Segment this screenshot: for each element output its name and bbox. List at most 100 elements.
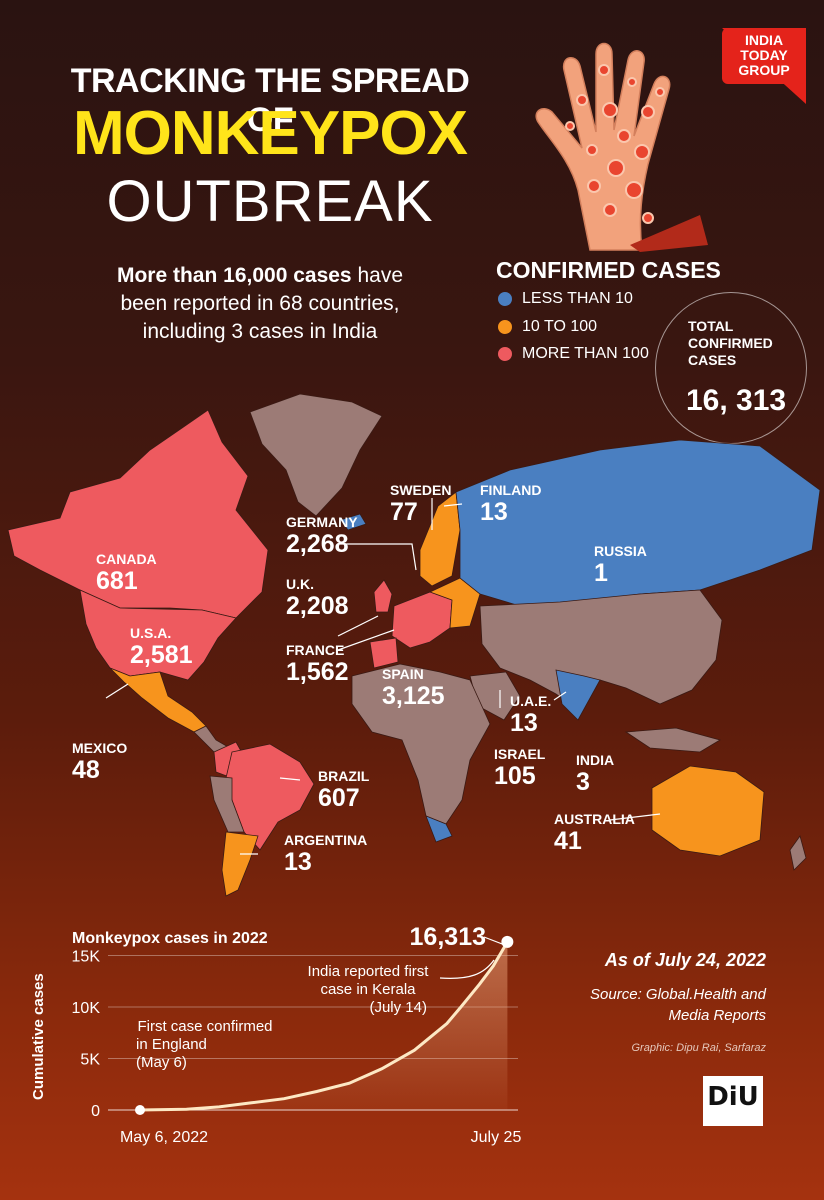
- x-tick-labels: May 6, 2022 July 25: [120, 1129, 521, 1146]
- map-south-africa: [425, 815, 453, 843]
- country-uae: U.A.E. 13: [510, 693, 551, 738]
- leader-lines: [105, 498, 661, 855]
- legend-dot-blue: [498, 292, 512, 306]
- country-name: SPAIN: [382, 666, 424, 682]
- country-cases: 681: [96, 567, 138, 595]
- kerala-leader: [439, 959, 495, 979]
- y-tick-labels: 0 5K 10K 15K: [72, 948, 101, 1120]
- country-usa: U.S.A. 2,581: [130, 625, 193, 670]
- map-iceland: [339, 513, 367, 531]
- country-cases: 13: [480, 498, 508, 526]
- subheading-rest: have: [351, 264, 403, 287]
- country-cases: 1,562: [286, 658, 349, 686]
- country-name: AUSTRALIA: [554, 811, 635, 827]
- subheading-bold: More than 16,000 cases: [116, 264, 352, 287]
- map-greenland: [249, 393, 383, 517]
- country-mexico: MEXICO 48: [72, 740, 127, 785]
- country-sweden: SWEDEN 77: [390, 482, 451, 527]
- legend-label: LESS THAN 10: [522, 290, 633, 307]
- headline-line3: OUTBREAK: [106, 169, 434, 234]
- map-uk: [373, 579, 393, 613]
- legend-dot-orange: [498, 320, 512, 334]
- legend-label: 10 TO 100: [522, 318, 598, 335]
- y-tick-label: 15K: [72, 948, 101, 965]
- annotation-line: First case confirmed: [137, 1018, 273, 1035]
- sleeve: [630, 215, 708, 252]
- legend-item-10-to-100: 10 TO 100: [498, 318, 597, 336]
- subheading: More than 16,000 cases have been reporte…: [90, 262, 430, 346]
- y-tick-label: 5K: [80, 1051, 100, 1068]
- country-cases: 2,581: [130, 641, 193, 669]
- country-france: FRANCE 1,562: [286, 642, 349, 687]
- map-india: [555, 669, 601, 721]
- map-usa: [79, 589, 237, 681]
- subheading-line2: been reported in 68 countries,: [120, 292, 400, 315]
- brand-logo-box: [722, 28, 806, 84]
- country-name: INDIA: [576, 752, 615, 768]
- diu-logo-text: DiU: [707, 1082, 759, 1112]
- country-germany: GERMANY 2,268: [286, 514, 358, 559]
- brand-text: INDIA TODAY GROUP: [738, 32, 790, 78]
- source: Source: Global.Health and Media Reports: [540, 984, 766, 1026]
- country-name: ISRAEL: [494, 746, 546, 762]
- source-line2: Media Reports: [668, 1007, 766, 1024]
- legend-item-less-than-10: LESS THAN 10: [498, 290, 633, 308]
- map-australia: [651, 765, 765, 857]
- country-spain: SPAIN 3,125: [382, 666, 445, 711]
- country-name: ARGENTINA: [284, 832, 368, 848]
- country-cases: 607: [318, 784, 360, 812]
- diu-logo: DiU: [703, 1076, 763, 1126]
- country-name: FRANCE: [286, 642, 345, 658]
- country-cases: 2,208: [286, 592, 349, 620]
- as-of-date: As of July 24, 2022: [604, 950, 766, 970]
- map-africa: [351, 663, 491, 825]
- country-cases: 77: [390, 498, 418, 526]
- chart-title: Monkeypox cases in 2022: [72, 930, 268, 947]
- map-iberia: [369, 637, 399, 669]
- graphic-credit: Graphic: Dipu Rai, Sarfaraz: [631, 1042, 767, 1054]
- map-argentina: [221, 831, 259, 897]
- headline-line2: MONKEYPOX: [72, 99, 468, 168]
- country-australia: AUSTRALIA 41: [554, 811, 635, 856]
- country-uk: U.K. 2,208: [286, 576, 349, 621]
- country-cases: 48: [72, 756, 100, 784]
- y-tick-label: 10K: [72, 1000, 101, 1017]
- country-finland: FINLAND 13: [480, 482, 541, 527]
- country-name: GERMANY: [286, 514, 358, 530]
- annotation-line: in England: [136, 1036, 207, 1053]
- country-cases: 105: [494, 762, 536, 790]
- country-cases: 41: [554, 827, 582, 855]
- country-canada: CANADA 681: [96, 551, 157, 596]
- cases-chart: 0 5K 10K 15K May 6, 2022 July 25 16,313: [72, 923, 522, 1146]
- total-value: 16, 313: [686, 384, 787, 417]
- country-name: BRAZIL: [318, 768, 370, 784]
- brand-logo: [722, 28, 806, 104]
- hand-illustration: [535, 42, 708, 252]
- country-cases: 13: [510, 709, 538, 737]
- rash-spots: [565, 64, 665, 224]
- country-name: RUSSIA: [594, 543, 647, 559]
- x-tick-label: July 25: [471, 1129, 522, 1146]
- country-name: U.K.: [286, 576, 314, 592]
- country-name: SWEDEN: [390, 482, 452, 498]
- country-cases: 3: [576, 768, 590, 796]
- map-mexico: [109, 667, 207, 733]
- country-cases: 3,125: [382, 682, 445, 710]
- country-argentina: ARGENTINA 13: [284, 832, 367, 877]
- source-line1: Source: Global.Health and: [590, 986, 766, 1003]
- map-asia: [479, 589, 723, 711]
- map-scandinavia: [419, 491, 461, 587]
- map-peru-bolivia: [209, 775, 245, 833]
- country-name: U.S.A.: [130, 625, 172, 641]
- country-cases: 1: [594, 559, 608, 587]
- total-label-line1: TOTAL: [688, 318, 734, 334]
- country-brazil: BRAZIL 607: [318, 768, 369, 813]
- area-fill: [140, 941, 508, 1110]
- total-label-line2: CONFIRMED: [688, 335, 773, 351]
- total-label-line3: CASES: [688, 352, 737, 368]
- map-russia: [455, 439, 821, 607]
- map-new-zealand: [789, 835, 807, 871]
- country-russia: RUSSIA 1: [594, 543, 647, 588]
- y-tick-label: 0: [91, 1103, 100, 1120]
- annotation-line: (July 14): [369, 999, 427, 1016]
